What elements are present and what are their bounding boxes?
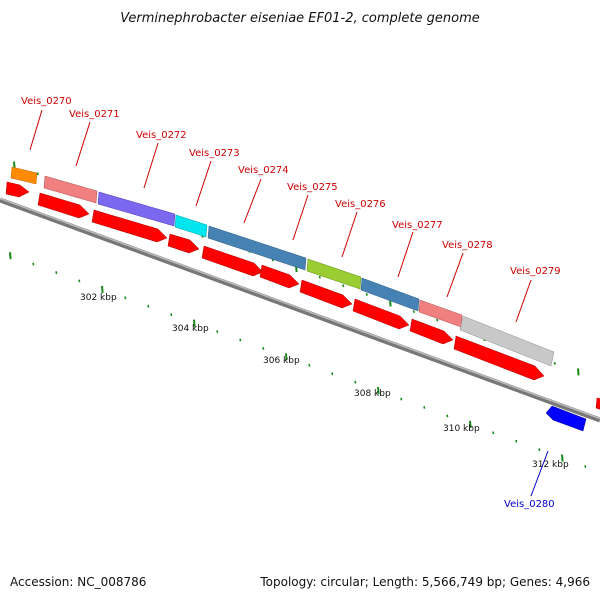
minor-tick	[436, 318, 439, 322]
map-title: Verminephrobacter eiseniae EF01-2, compl…	[120, 11, 479, 26]
gene-bar-veis-0276[interactable]	[360, 277, 420, 312]
minor-tick	[412, 310, 415, 314]
minor-tick	[239, 338, 242, 342]
gene-bar-veis-0272[interactable]	[97, 191, 176, 227]
gene-bar-veis-0278-0279[interactable]	[459, 315, 555, 367]
gene-bar-veis-0270[interactable]	[10, 166, 38, 185]
gene-bar-veis-0274[interactable]	[207, 225, 307, 271]
cds-arrow[interactable]	[37, 192, 90, 219]
minor-tick	[365, 292, 368, 296]
gene-label[interactable]: Veis_0275	[287, 182, 338, 193]
cds-arrow[interactable]	[167, 233, 200, 254]
gene-bar-veis-0275[interactable]	[306, 258, 362, 290]
minor-tick	[308, 363, 311, 367]
major-tick	[377, 387, 380, 395]
gene-label[interactable]: Veis_0274	[238, 165, 289, 176]
gene-bar-veis-0273[interactable]	[174, 214, 208, 238]
cds-arrow[interactable]	[91, 209, 168, 243]
topology-text: Topology: circular; Length: 5,566,749 bp…	[259, 575, 590, 589]
minor-tick	[538, 448, 541, 452]
minor-tick	[55, 271, 58, 274]
ruler-labels: 302 kbp 304 kbp 306 kbp 308 kbp 310 kbp …	[80, 293, 569, 470]
gene-label-leaders	[29, 109, 549, 497]
cds-arrow[interactable]	[595, 397, 600, 410]
gene-label[interactable]: Veis_0276	[335, 199, 386, 210]
ruler-label: 310 kbp	[443, 424, 480, 434]
ruler-label: 308 kbp	[354, 389, 391, 399]
tick-marks-ruler	[9, 252, 587, 468]
gene-label[interactable]: Veis_0278	[442, 240, 493, 251]
minor-tick	[423, 406, 426, 409]
minor-tick	[216, 330, 219, 334]
ruler-label: 312 kbp	[532, 460, 569, 470]
cds-arrow[interactable]	[5, 181, 30, 198]
minor-tick	[124, 296, 127, 300]
minor-tick	[492, 431, 495, 435]
minor-tick	[446, 414, 449, 418]
major-tick	[193, 319, 196, 327]
minor-tick	[170, 313, 173, 317]
minor-tick	[400, 397, 403, 401]
gene-bar-veis-0277[interactable]	[418, 299, 463, 328]
minor-tick	[354, 380, 357, 384]
minor-tick	[331, 372, 334, 376]
minor-tick	[342, 284, 345, 288]
minor-tick	[318, 275, 321, 279]
minor-tick	[78, 279, 81, 283]
minor-tick	[515, 439, 518, 443]
cds-arrow[interactable]	[409, 318, 454, 345]
ruler-label: 306 kbp	[263, 356, 300, 366]
ruler-label: 302 kbp	[80, 293, 117, 303]
gene-bar-veis-0271[interactable]	[43, 175, 98, 204]
genome-backbone	[0, 197, 600, 423]
gene-bar-veis-0280[interactable]	[545, 405, 587, 432]
minor-tick	[262, 346, 265, 350]
major-tick	[577, 368, 580, 376]
gene-labels: Veis_0270 Veis_0271 Veis_0272 Veis_0273 …	[21, 96, 561, 510]
gene-feature-track	[10, 166, 587, 432]
minor-tick	[553, 361, 556, 365]
cds-arrow[interactable]	[453, 335, 545, 381]
minor-tick	[36, 172, 39, 176]
gene-label[interactable]: Veis_0273	[189, 148, 240, 159]
major-tick	[9, 252, 12, 260]
gene-label[interactable]: Veis_0277	[392, 220, 443, 231]
minor-tick	[32, 262, 35, 266]
cds-arrow[interactable]	[259, 264, 300, 289]
gene-label[interactable]: Veis_0279	[510, 266, 561, 277]
gene-label[interactable]: Veis_0280	[504, 499, 555, 510]
ruler-label: 304 kbp	[172, 324, 209, 334]
gene-label[interactable]: Veis_0271	[69, 109, 120, 120]
major-tick	[101, 285, 104, 293]
major-tick	[561, 454, 564, 462]
minor-tick	[584, 465, 587, 468]
gene-label[interactable]: Veis_0272	[136, 130, 187, 141]
cds-arrow[interactable]	[352, 298, 410, 330]
minor-tick	[147, 304, 150, 308]
accession-text: Accession: NC_008786	[10, 575, 146, 589]
gene-label[interactable]: Veis_0270	[21, 96, 72, 107]
major-tick	[285, 353, 288, 361]
cds-arrow[interactable]	[299, 279, 353, 309]
major-tick	[469, 420, 472, 428]
cds-arrow[interactable]	[201, 245, 264, 277]
cds-arrow-track	[5, 181, 600, 410]
